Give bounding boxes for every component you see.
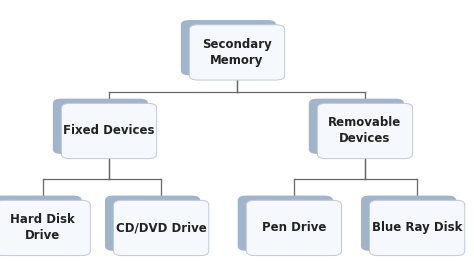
FancyBboxPatch shape — [62, 103, 156, 159]
FancyBboxPatch shape — [246, 200, 341, 256]
FancyBboxPatch shape — [105, 195, 200, 251]
Text: Blue Ray Disk: Blue Ray Disk — [372, 221, 462, 234]
FancyBboxPatch shape — [237, 195, 333, 251]
FancyBboxPatch shape — [114, 200, 209, 256]
Text: Hard Disk
Drive: Hard Disk Drive — [10, 214, 75, 242]
FancyBboxPatch shape — [53, 99, 148, 154]
FancyBboxPatch shape — [0, 195, 82, 251]
FancyBboxPatch shape — [181, 20, 276, 75]
FancyBboxPatch shape — [361, 195, 456, 251]
FancyBboxPatch shape — [189, 25, 284, 80]
Text: Removable
Devices: Removable Devices — [328, 117, 401, 145]
FancyBboxPatch shape — [0, 200, 90, 256]
Text: Secondary
Memory: Secondary Memory — [202, 38, 272, 67]
Text: CD/DVD Drive: CD/DVD Drive — [116, 221, 207, 234]
FancyBboxPatch shape — [370, 200, 465, 256]
FancyBboxPatch shape — [318, 103, 412, 159]
Text: Fixed Devices: Fixed Devices — [63, 124, 155, 138]
FancyBboxPatch shape — [309, 99, 404, 154]
Text: Pen Drive: Pen Drive — [262, 221, 326, 234]
